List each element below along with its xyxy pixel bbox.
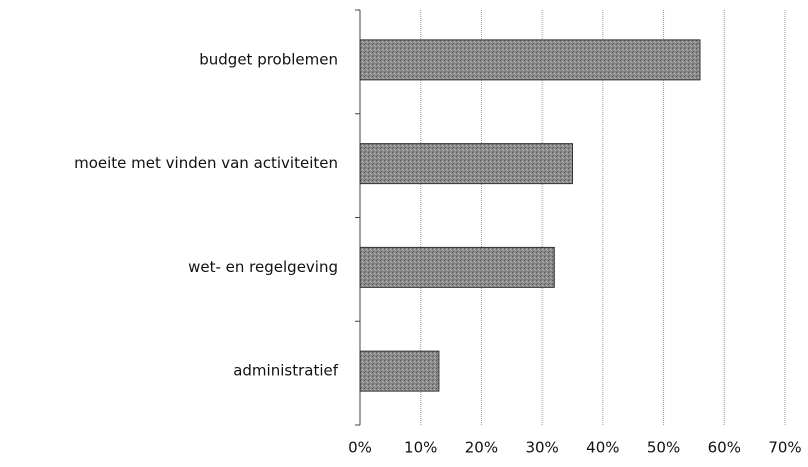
x-tick-label: 70% (768, 439, 801, 457)
x-tick-label: 30% (525, 439, 558, 457)
x-tick-label: 10% (404, 439, 437, 457)
x-tick-label: 50% (647, 439, 680, 457)
bar (359, 39, 701, 81)
x-tick-label: 60% (708, 439, 741, 457)
bar (359, 246, 555, 288)
y-tick-label: budget problemen (199, 50, 338, 68)
y-tick-label: moeite met vinden van activiteiten (74, 154, 338, 172)
bar (359, 350, 440, 392)
x-tick-label: 40% (586, 439, 619, 457)
y-tick-label: administratief (233, 362, 338, 380)
y-tick-label: wet- en regelgeving (188, 258, 338, 276)
bar (359, 143, 573, 185)
x-tick-label: 0% (348, 439, 372, 457)
x-tick-label: 20% (465, 439, 498, 457)
